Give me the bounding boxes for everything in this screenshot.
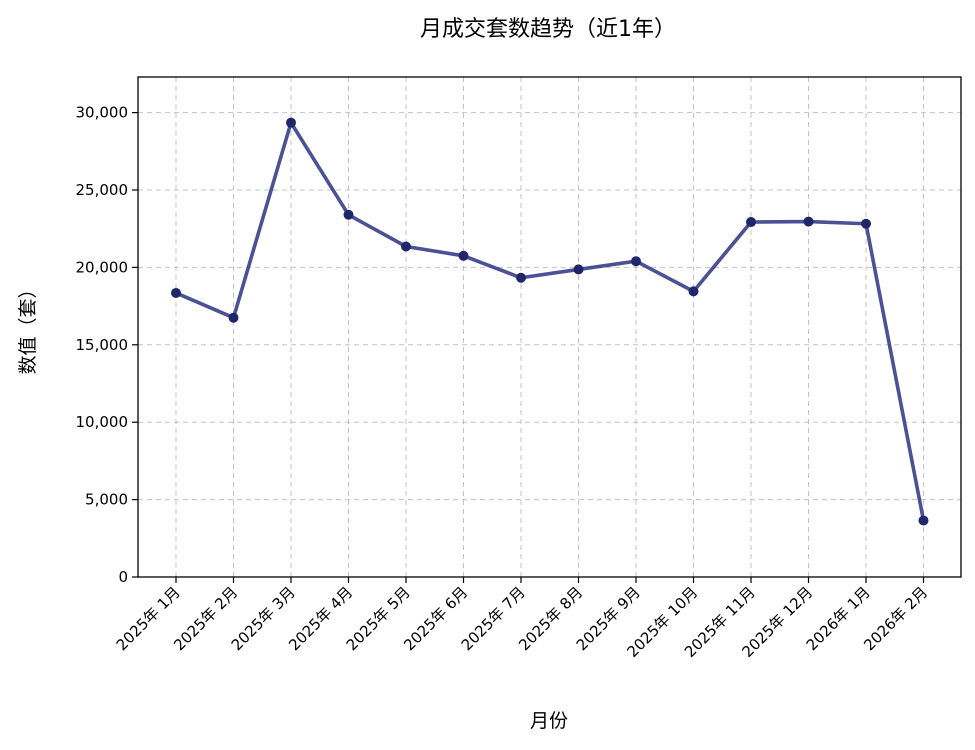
data-point [228,312,239,323]
data-point [516,272,526,283]
y-tick-label: 10,000 [76,413,129,431]
series-line [174,120,926,523]
data-point [688,286,699,297]
y-tick-label: 20,000 [76,258,129,276]
y-tick-label: 15,000 [76,336,129,354]
data-point [746,217,756,228]
chart-title: 月成交套数趋势（近1年） [420,17,676,42]
y-tick-label: 30,000 [76,104,129,122]
plot-frame [137,76,962,578]
data-point [803,216,814,227]
x-axis-label: 月份 [530,710,568,732]
data-point [573,264,584,275]
y-tick-label: 5,000 [85,491,128,509]
data-point [861,218,871,229]
data-point [171,287,181,298]
data-point [343,209,354,220]
data-point [401,241,411,252]
data-point [286,117,296,128]
series [171,117,929,526]
y-tick-label: 25,000 [76,181,129,199]
y-axis-label: 数值（套） [17,279,39,374]
grid-lines [138,77,961,577]
data-point [631,256,641,267]
data-point [918,515,929,526]
y-tick-label: 0 [118,568,128,586]
data-point [458,250,469,261]
